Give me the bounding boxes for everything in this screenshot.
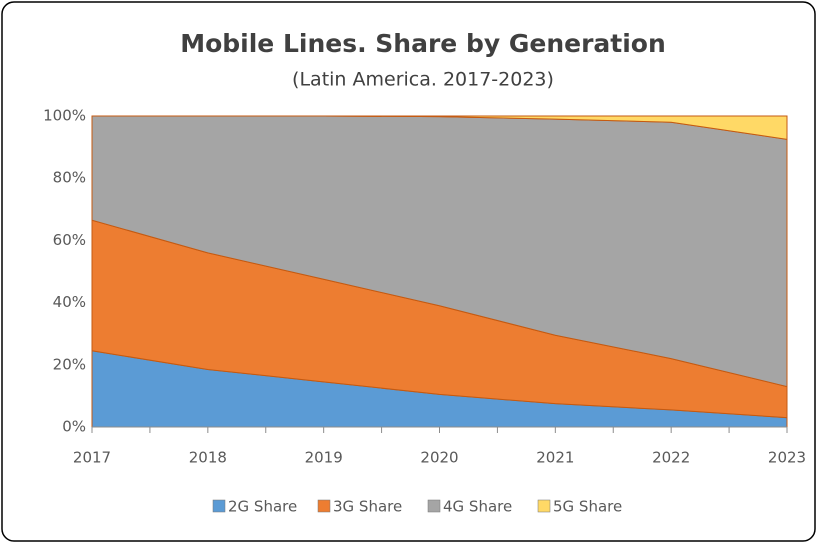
x-tick-label: 2018 [189, 449, 227, 467]
legend-swatch [537, 499, 551, 513]
x-tick-label: 2022 [652, 449, 690, 467]
y-tick-label: 100% [43, 107, 86, 125]
x-tick-label: 2023 [768, 449, 806, 467]
legend-swatch [317, 499, 331, 513]
y-tick-label: 60% [53, 231, 86, 249]
chart-title: Mobile Lines. Share by Generation [180, 29, 666, 58]
legend-label: 4G Share [443, 498, 512, 516]
legend-label: 3G Share [333, 498, 402, 516]
chart-subtitle: (Latin America. 2017-2023) [292, 69, 554, 91]
legend-swatch [212, 499, 226, 513]
x-tick-label: 2021 [536, 449, 574, 467]
legend-label: 5G Share [553, 498, 622, 516]
x-tick-label: 2020 [420, 449, 458, 467]
area [92, 115, 788, 140]
y-tick-label: 0% [62, 418, 86, 436]
x-tick-label: 2017 [73, 449, 111, 467]
y-tick-label: 40% [53, 293, 86, 311]
legend-label: 2G Share [228, 498, 297, 516]
legend-swatch [427, 499, 441, 513]
y-tick-label: 80% [53, 169, 86, 187]
x-tick-label: 2019 [305, 449, 343, 467]
y-tick-label: 20% [53, 355, 86, 373]
